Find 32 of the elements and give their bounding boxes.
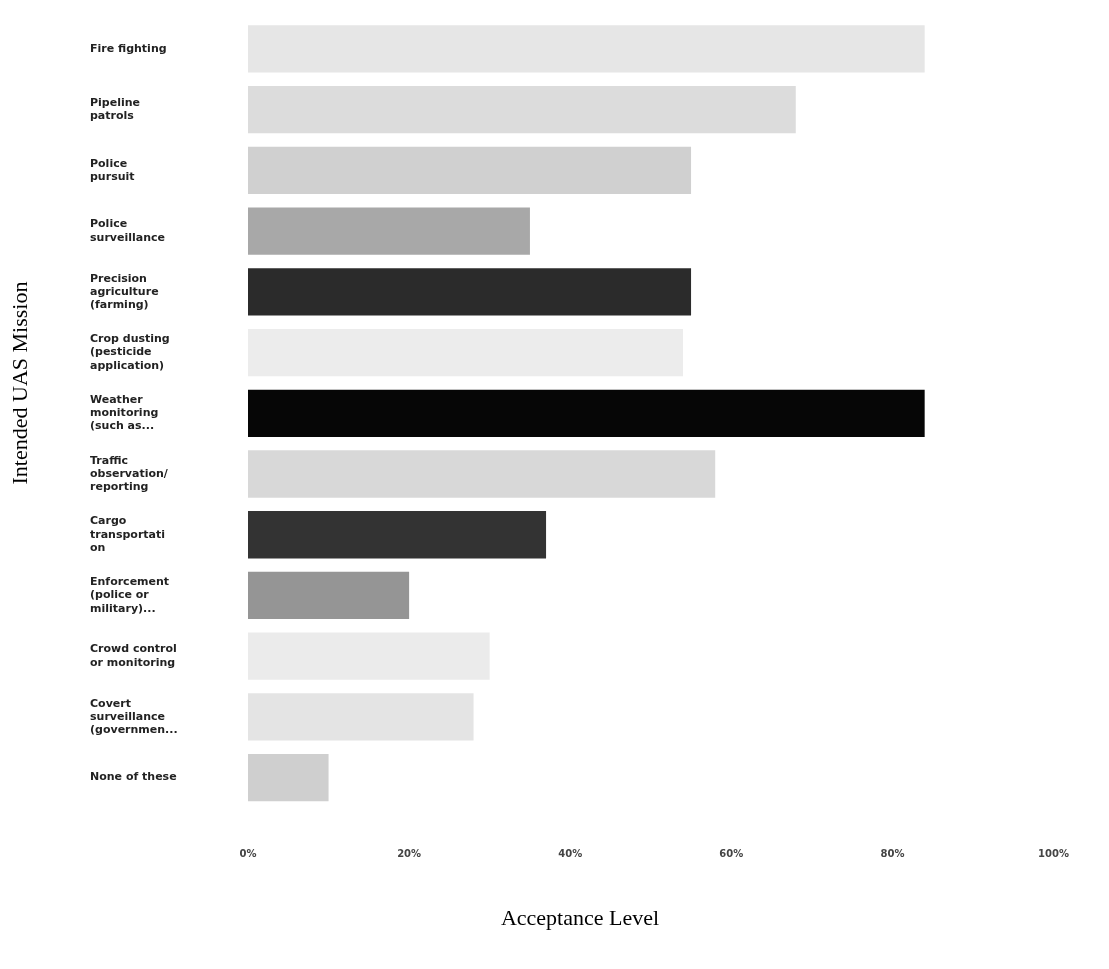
y-axis-title: Intended UAS Mission: [7, 280, 33, 487]
bar: [248, 86, 796, 134]
bar: [248, 389, 925, 437]
x-tick-label: 80%: [880, 847, 905, 859]
x-axis-title: Acceptance Level: [499, 905, 661, 931]
y-tick-label: Crop dusting (pesticide application): [90, 332, 170, 372]
y-tick-label: Fire fighting: [90, 41, 167, 55]
bar: [248, 511, 547, 559]
y-tick-label: None of these: [90, 770, 177, 784]
y-tick-label: Enforcement (police or military)...: [90, 575, 170, 615]
x-tick-label: 40%: [558, 847, 583, 859]
bar: [248, 268, 692, 316]
y-tick-label: Traffic observation/reporting: [90, 453, 169, 494]
x-tick-label: 20%: [397, 847, 422, 859]
y-tick-label: Covert surveillance (governmen...: [90, 696, 178, 736]
bar: [248, 146, 692, 195]
bar: [248, 207, 530, 255]
bar: [248, 571, 410, 620]
bar: [248, 753, 329, 802]
y-tick-label: Crowd control or monitoring: [90, 642, 177, 669]
bar: [248, 450, 716, 498]
bar: [248, 693, 474, 741]
y-tick-label: Pipeline patrols: [90, 95, 140, 123]
bar: [248, 25, 925, 73]
y-tick-label: Police surveillance: [90, 217, 165, 244]
y-tick-label: Precision agriculture (farming): [90, 271, 159, 311]
y-tick-label: Cargo transportation: [90, 514, 166, 554]
y-tick-label: Police pursuit: [90, 156, 135, 183]
y-tick-label: Weather monitoring (such as...: [90, 392, 159, 433]
x-tick-label: 60%: [719, 847, 744, 859]
x-tick-label: 0%: [239, 847, 257, 859]
x-tick-label: 100%: [1038, 847, 1070, 859]
